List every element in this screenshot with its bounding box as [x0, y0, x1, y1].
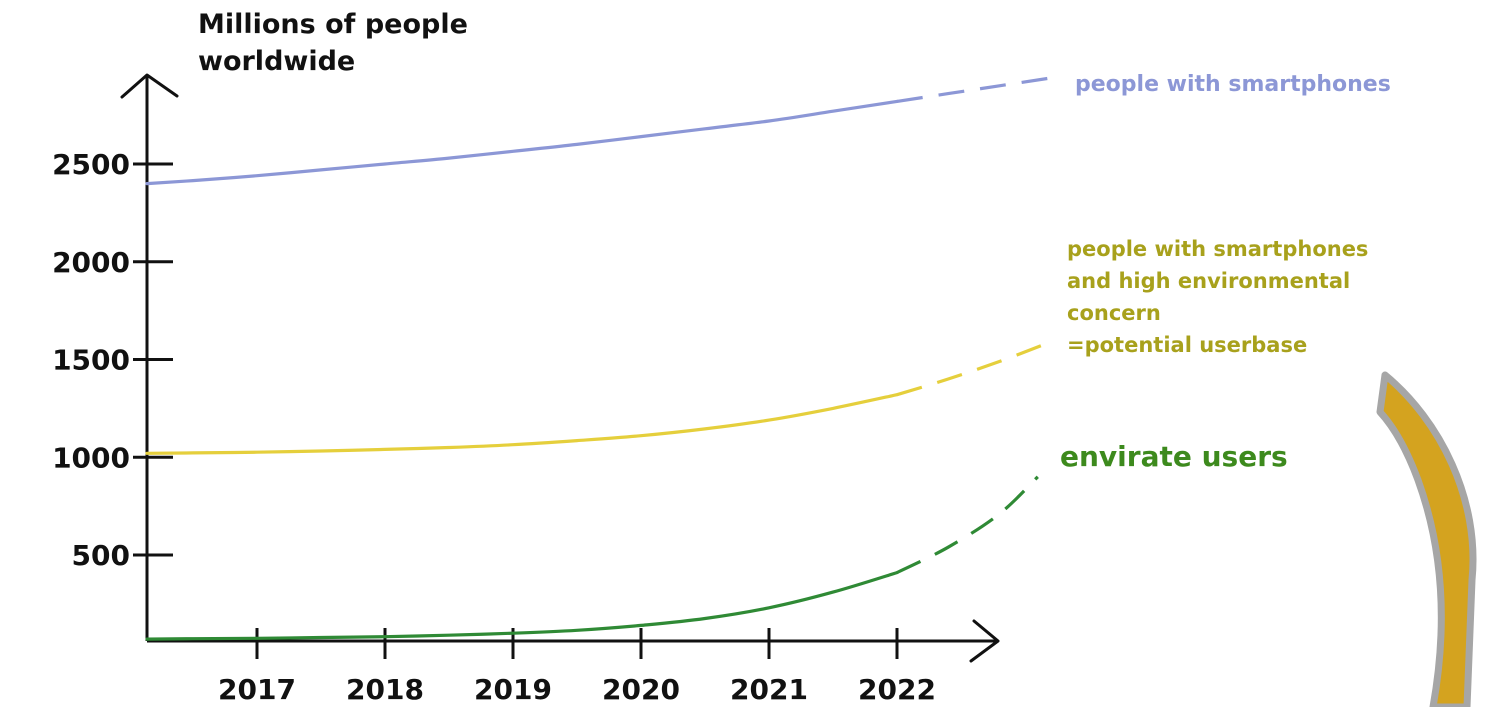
y-axis-arrowhead: [120, 73, 179, 99]
y-axis-title: Millions of people worldwide: [198, 6, 558, 80]
curved-arrow-shape: [1376, 371, 1477, 707]
y-tick-label-1500: 1500: [52, 344, 130, 377]
legend-label-smartphones-line-1: people with smartphones: [1075, 72, 1391, 97]
y-axis-title-line-2: worldwide: [198, 46, 356, 77]
legend-label-smartphones: people with smartphones: [1075, 72, 1391, 97]
x-tick-label-2018: 2018: [346, 673, 424, 706]
legend-label-potential-line-1: people with smartphones: [1067, 237, 1369, 261]
axis-ticks: 2017 2018 2019 2020 2021 2022 500 1000 1500 2000 2…: [52, 148, 936, 706]
y-tick-label-2000: 2000: [52, 246, 130, 279]
y-axis-title-line-1: Millions of people: [198, 9, 468, 40]
x-tick-label-2021: 2021: [730, 673, 808, 706]
series-projection-smartphones: [896, 76, 1051, 103]
x-tick-label-2022: 2022: [858, 673, 936, 706]
curved-arrow-decoration: [1376, 371, 1477, 707]
y-tick-label-1000: 1000: [52, 441, 130, 474]
series-projection-envirate-users: [896, 475, 1039, 575]
axes: [120, 73, 1000, 663]
y-tick-label-2500: 2500: [52, 148, 130, 181]
x-axis-arrowhead: [969, 619, 1000, 663]
series-line-smartphones: [145, 99, 899, 186]
x-tick-label-2020: 2020: [602, 673, 680, 706]
x-tick-label-2017: 2017: [218, 673, 296, 706]
legend-label-envirate-users: envirate users: [1060, 440, 1288, 473]
series-line-envirate-users: [145, 571, 899, 641]
legend-label-potential-line-4: =potential userbase: [1067, 333, 1308, 357]
legend-label-envirate-line-1: envirate users: [1060, 440, 1288, 473]
series-lines: [145, 76, 1052, 641]
legend-label-potential-line-3: concern: [1067, 301, 1161, 325]
y-tick-label-500: 500: [72, 539, 130, 572]
legend-label-potential-line-2: and high environmental: [1067, 269, 1351, 293]
series-line-potential-userbase: [145, 393, 899, 455]
x-tick-label-2019: 2019: [474, 673, 552, 706]
series-projection-potential-userbase: [896, 340, 1052, 397]
legend-label-potential-userbase: people with smartphones and high environ…: [1067, 233, 1368, 361]
